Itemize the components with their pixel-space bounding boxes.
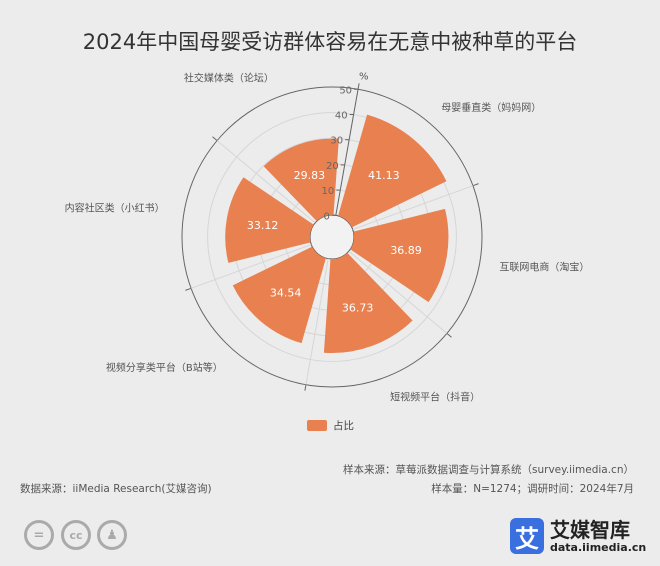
by-icon: ♟	[97, 520, 127, 550]
nd-icon: =	[24, 520, 54, 550]
chart-title: 2024年中国母婴受访群体容易在无意中被种草的平台	[82, 30, 578, 54]
data-label: 36.89	[390, 244, 422, 257]
grid-circle	[207, 112, 457, 362]
grid-spoke	[190, 244, 312, 289]
category-label: 内容社区类（小红书）	[65, 201, 165, 214]
angle-tick	[357, 83, 360, 90]
angle-tick	[446, 333, 452, 338]
radial-tick-label: 20	[326, 161, 339, 172]
category-label: 互联网电商（淘宝）	[499, 261, 589, 274]
radial-tick-label: 10	[322, 186, 335, 197]
logo-name: 艾媒智库	[550, 517, 630, 542]
inner-circle	[309, 214, 355, 260]
grid-spoke	[305, 258, 329, 385]
logo-mark: 艾	[510, 518, 544, 554]
bar-5	[263, 138, 339, 222]
legend-swatch	[307, 420, 327, 431]
angle-tick	[185, 287, 192, 291]
data-label: 41.13	[368, 169, 400, 182]
angle-tick	[304, 384, 307, 391]
iimedia-logo: 艾 艾媒智库 data.iimedia.cn	[510, 518, 646, 554]
cc-icon: cc	[61, 520, 91, 550]
logo-url: data.iimedia.cn	[550, 540, 647, 554]
angle-tick	[472, 183, 479, 187]
radial-tick-label: 50	[339, 85, 352, 96]
radial-tick-label: 0	[323, 211, 329, 222]
grid-circle	[181, 86, 483, 388]
data-source: 数据来源：iiMedia Research(艾媒咨询)	[20, 483, 212, 495]
bar-2	[323, 252, 413, 354]
radial-tick-label: 30	[330, 136, 343, 147]
bar-1	[350, 208, 449, 303]
legend-label: 占比	[333, 420, 354, 432]
sample-source: 样本来源：草莓派数据调查与计算系统（survey.iimedia.cn）	[343, 464, 634, 476]
category-label: 社交媒体类（论坛）	[184, 71, 274, 84]
data-label: 33.12	[247, 219, 279, 232]
radial-tick-label: 40	[335, 110, 348, 121]
grid-spoke	[348, 250, 448, 334]
radial-axis	[335, 89, 359, 216]
bar-4	[225, 177, 314, 263]
category-label: 母婴垂直类（妈妈网）	[441, 101, 541, 114]
grid-spoke	[352, 185, 474, 230]
data-label: 34.54	[270, 286, 302, 299]
polar-bar-chart: 41.13 母婴垂直类（妈妈网） 36.89 互联网电商（淘宝） 36.73 短视频平台（…	[65, 71, 590, 404]
sample-info: 样本量：N=1274；调研时间：2024年7月	[431, 483, 634, 495]
angle-tick	[212, 136, 218, 141]
grid-spoke	[216, 140, 316, 224]
category-label: 视频分享类平台（B站等）	[106, 361, 223, 374]
legend[interactable]: 占比	[307, 418, 354, 433]
radial-unit: %	[359, 71, 369, 82]
bar-3	[232, 246, 326, 344]
data-label: 36.73	[342, 301, 374, 314]
data-label: 29.83	[294, 169, 326, 182]
bar-0	[338, 114, 447, 228]
category-label: 短视频平台（抖音）	[390, 391, 480, 404]
